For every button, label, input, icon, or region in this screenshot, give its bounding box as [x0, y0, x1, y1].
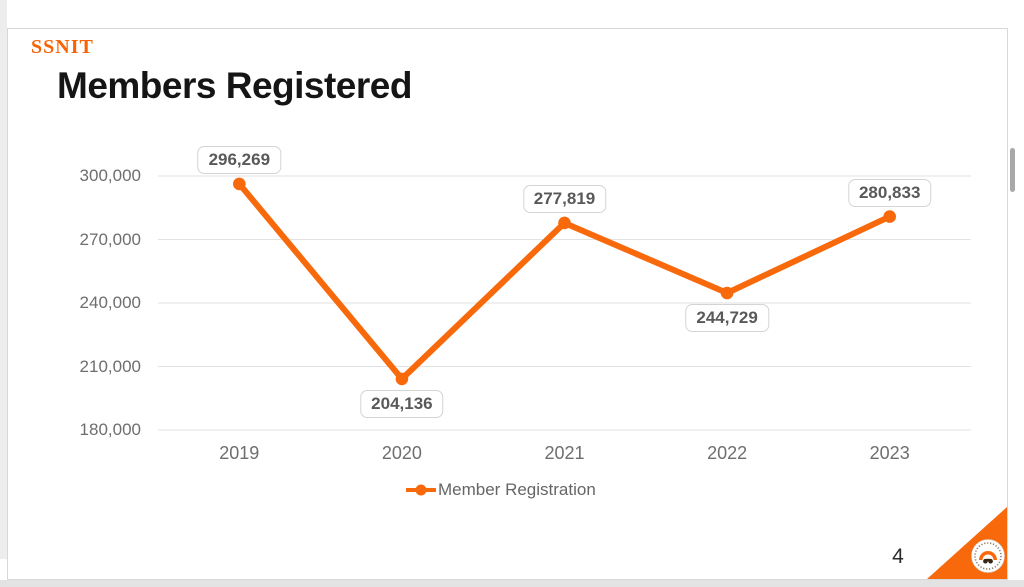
ssnit-emblem — [971, 539, 1005, 573]
members-registered-chart: Member Registration 300,000 270,000 240,00… — [8, 29, 1007, 579]
x-axis-tick-label: 2022 — [707, 443, 748, 463]
viewer-left-margin — [0, 0, 7, 559]
data-point — [233, 177, 246, 191]
data-point — [558, 216, 571, 230]
y-axis-tick-label: 180,000 — [79, 420, 141, 439]
data-point — [720, 286, 734, 300]
y-axis-tick-label: 270,000 — [79, 229, 141, 249]
y-axis-tick-label: 240,000 — [79, 293, 141, 312]
corner-triangle — [927, 507, 1007, 579]
data-point — [883, 210, 896, 223]
y-axis-tick-label: 210,000 — [79, 356, 141, 376]
chart-legend: Member Registration — [406, 477, 596, 503]
page-title: Members Registered — [57, 65, 412, 106]
line-chart-canvas — [158, 175, 971, 431]
data-point-value-label: 280,833 — [847, 178, 932, 207]
scrollbar-thumb[interactable] — [1010, 148, 1015, 192]
legend-line-marker — [406, 484, 436, 496]
x-axis-tick-label: 2021 — [544, 443, 585, 463]
viewer-bottom-margin — [0, 580, 1024, 587]
ssnit-wordmark: SSNIT — [31, 36, 94, 58]
data-point — [395, 372, 409, 386]
x-axis-tick-label: 2020 — [381, 443, 422, 463]
data-point-value-label: 244,729 — [685, 303, 769, 332]
slide: SSNIT Members Registered Member Registra… — [7, 28, 1008, 580]
x-axis-tick-label: 2023 — [869, 443, 910, 463]
data-point-value-label: 204,136 — [360, 389, 444, 418]
data-point-value-label: 277,819 — [522, 184, 607, 213]
y-axis-tick-label: 300,000 — [79, 166, 141, 185]
page-number: 4 — [892, 545, 904, 568]
series-line — [236, 180, 893, 382]
data-point-value-label: 296,269 — [197, 145, 282, 174]
legend-label: Member Registration — [438, 480, 596, 499]
x-axis-tick-label: 2019 — [219, 443, 260, 463]
